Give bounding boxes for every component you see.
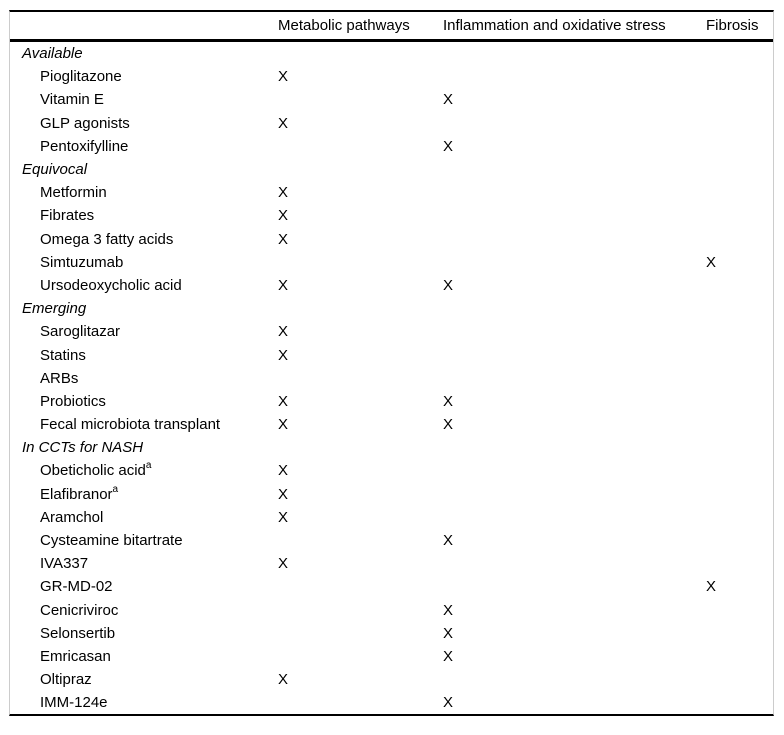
table-row: Probiotics X X bbox=[10, 390, 773, 413]
drug-name: Saroglitazar bbox=[40, 323, 121, 341]
drug-name: Aramchol bbox=[40, 508, 104, 526]
group-row: Available bbox=[10, 42, 773, 65]
table-row: Fibrates X bbox=[10, 204, 773, 227]
drug-name: GLP agonists bbox=[40, 114, 130, 132]
table-row: Statins X bbox=[10, 343, 773, 366]
drug-name: Elafibranora bbox=[40, 483, 119, 503]
table-row: Aramchol X bbox=[10, 506, 773, 529]
metabolic-mark-cell: X bbox=[278, 323, 289, 341]
column-header-metabolic-pathways: Metabolic pathways bbox=[278, 17, 410, 34]
drug-name: Metformin bbox=[40, 184, 107, 202]
inflammation-mark-cell: X bbox=[443, 601, 454, 619]
drug-name: Probiotics bbox=[40, 392, 106, 410]
drug-name: Fibrates bbox=[40, 207, 95, 225]
table-row: Omega 3 fatty acids X bbox=[10, 228, 773, 251]
metabolic-mark-cell: X bbox=[278, 555, 289, 573]
table-row: Vitamin E X bbox=[10, 88, 773, 111]
table-row: ARBs bbox=[10, 367, 773, 390]
nash-treatment-table: Metabolic pathways Inflammation and oxid… bbox=[9, 10, 774, 717]
table-row: Fecal microbiota transplant X X bbox=[10, 413, 773, 436]
inflammation-mark-cell: X bbox=[443, 392, 454, 410]
column-header-fibrosis: Fibrosis bbox=[706, 17, 759, 34]
metabolic-mark-cell: X bbox=[278, 671, 289, 689]
drug-name: IVA337 bbox=[40, 555, 89, 573]
group-label: Equivocal bbox=[22, 161, 88, 179]
table-row: Metformin X bbox=[10, 181, 773, 204]
table-row: Ursodeoxycholic acid X X bbox=[10, 274, 773, 297]
footnote-marker: a bbox=[112, 483, 119, 495]
drug-name: Obeticholic acida bbox=[40, 460, 152, 480]
table-row: Pentoxifylline X bbox=[10, 135, 773, 158]
metabolic-mark-cell: X bbox=[278, 346, 289, 364]
metabolic-mark-cell: X bbox=[278, 276, 289, 294]
group-row: Equivocal bbox=[10, 158, 773, 181]
metabolic-mark-cell: X bbox=[278, 184, 289, 202]
metabolic-mark-cell: X bbox=[278, 416, 289, 434]
inflammation-mark-cell: X bbox=[443, 624, 454, 642]
inflammation-mark-cell: X bbox=[443, 276, 454, 294]
metabolic-mark-cell: X bbox=[278, 485, 289, 503]
drug-name: Omega 3 fatty acids bbox=[40, 230, 174, 248]
footnote-marker: a bbox=[145, 460, 152, 472]
table-row: Simtuzumab X bbox=[10, 251, 773, 274]
group-row: In CCTs for NASH bbox=[10, 436, 773, 459]
table-row: Pioglitazone X bbox=[10, 65, 773, 88]
drug-name: Emricasan bbox=[40, 647, 111, 665]
drug-name: Pentoxifylline bbox=[40, 137, 129, 155]
table-row: Emricasan X bbox=[10, 645, 773, 668]
metabolic-mark-cell: X bbox=[278, 207, 289, 225]
table-row: Selonsertib X bbox=[10, 622, 773, 645]
drug-name: Statins bbox=[40, 346, 86, 364]
table-row: Oltipraz X bbox=[10, 668, 773, 691]
inflammation-mark-cell: X bbox=[443, 137, 454, 155]
inflammation-mark-cell: X bbox=[443, 416, 454, 434]
group-label: Emerging bbox=[22, 300, 87, 318]
drug-name: Vitamin E bbox=[40, 91, 104, 109]
fibrosis-mark-cell: X bbox=[706, 253, 717, 271]
drug-name: Cenicriviroc bbox=[40, 601, 119, 619]
fibrosis-mark-cell: X bbox=[706, 578, 717, 596]
table-row: IMM-124e X bbox=[10, 691, 773, 714]
group-label: Available bbox=[22, 45, 83, 63]
drug-name: Pioglitazone bbox=[40, 68, 122, 86]
table-row: IVA337 X bbox=[10, 552, 773, 575]
inflammation-mark-cell: X bbox=[443, 647, 454, 665]
drug-name: Cysteamine bitartrate bbox=[40, 532, 183, 550]
metabolic-mark-cell: X bbox=[278, 230, 289, 248]
group-row: Emerging bbox=[10, 297, 773, 320]
drug-name: Simtuzumab bbox=[40, 253, 124, 271]
table-body: Available Pioglitazone X Vitamin E X GLP agon… bbox=[10, 42, 773, 714]
group-label: In CCTs for NASH bbox=[22, 439, 144, 457]
table-row: Elafibranora X bbox=[10, 483, 773, 506]
table-header-row: Metabolic pathways Inflammation and oxid… bbox=[10, 12, 773, 42]
table-row: GR-MD-02 X bbox=[10, 575, 773, 598]
table-row: Saroglitazar X bbox=[10, 320, 773, 343]
drug-name: GR-MD-02 bbox=[40, 578, 113, 596]
drug-name: IMM-124e bbox=[40, 694, 108, 712]
metabolic-mark-cell: X bbox=[278, 68, 289, 86]
metabolic-mark-cell: X bbox=[278, 114, 289, 132]
drug-name: Selonsertib bbox=[40, 624, 116, 642]
drug-name: Oltipraz bbox=[40, 671, 92, 689]
drug-name: ARBs bbox=[40, 369, 79, 387]
inflammation-mark-cell: X bbox=[443, 91, 454, 109]
table-row: Obeticholic acida X bbox=[10, 459, 773, 482]
column-header-inflammation-oxidative-stress: Inflammation and oxidative stress bbox=[443, 17, 666, 34]
inflammation-mark-cell: X bbox=[443, 694, 454, 712]
table-row: Cysteamine bitartrate X bbox=[10, 529, 773, 552]
metabolic-mark-cell: X bbox=[278, 392, 289, 410]
metabolic-mark-cell: X bbox=[278, 462, 289, 480]
table-row: Cenicriviroc X bbox=[10, 599, 773, 622]
inflammation-mark-cell: X bbox=[443, 532, 454, 550]
drug-name: Ursodeoxycholic acid bbox=[40, 276, 182, 294]
table-row: GLP agonists X bbox=[10, 112, 773, 135]
metabolic-mark-cell: X bbox=[278, 508, 289, 526]
drug-name: Fecal microbiota transplant bbox=[40, 416, 221, 434]
